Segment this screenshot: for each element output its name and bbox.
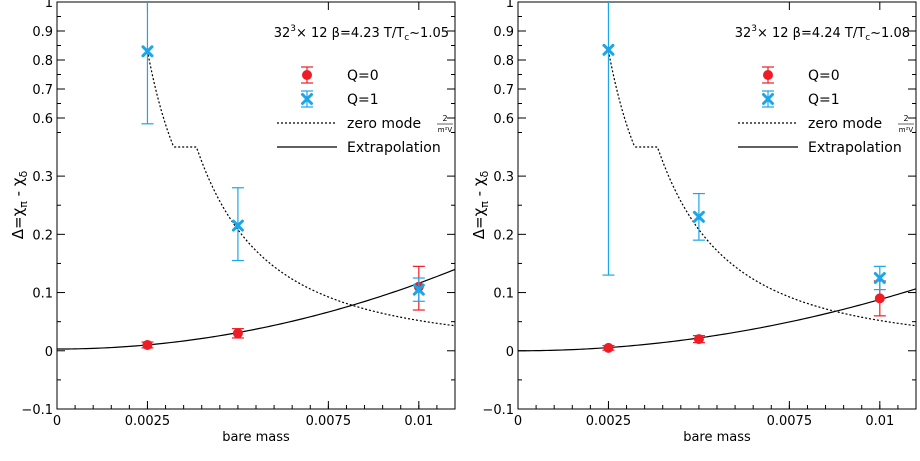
- extrapolation-curve: [518, 288, 916, 352]
- legend-frac-den: m²V: [899, 126, 914, 134]
- data-point-q1: [141, 45, 154, 58]
- y-tick-label: 0.3: [493, 170, 514, 185]
- chart-annotation: 323× 12 β=4.23 T/Tc~1.05: [274, 24, 449, 43]
- legend-label: Q=1: [347, 92, 379, 108]
- legend-cross: [762, 93, 774, 105]
- y-tick-label: 0.2: [493, 228, 514, 243]
- x-tick-label: 0.0025: [125, 414, 171, 429]
- legend-label: Q=0: [808, 68, 840, 84]
- legend-frac-num: 2: [903, 114, 908, 123]
- y-tick-label: 0.6: [32, 112, 53, 127]
- data-point-q0: [693, 334, 704, 345]
- data-point-q1: [231, 219, 244, 232]
- legend-label: Q=0: [347, 68, 379, 84]
- x-tick-label: 0: [514, 414, 522, 429]
- zero-mode-curve: [607, 50, 916, 327]
- y-tick-label: 0.3: [32, 170, 53, 185]
- y-tick-label: 0.6: [493, 112, 514, 127]
- data-point-q0: [603, 342, 614, 353]
- y-tick-label: 0.9: [493, 25, 514, 40]
- plot-area: [57, 2, 455, 350]
- x-tick-label: 0.0075: [767, 414, 813, 429]
- legend: Q=0 Q=1 zero mode 2 m²V Extrapolation: [738, 66, 914, 156]
- y-tick-label: 0.7: [32, 83, 53, 98]
- y-tick-label: 0.8: [32, 54, 53, 69]
- legend-label: Extrapolation: [347, 140, 441, 156]
- legend-frac-num: 2: [442, 114, 447, 123]
- chart-annotation: 323× 12 β=4.24 T/Tc~1.08: [735, 24, 910, 43]
- chart-panel-2: 0 0.0025 0.0075 0.01−0.100.10.20.30.60.70.8…: [470, 0, 917, 445]
- x-axis-label: bare mass: [683, 430, 751, 445]
- y-axis-label: Δ=χπ - χδ: [470, 170, 491, 239]
- y-tick-label: 0.9: [32, 25, 53, 40]
- legend-dot: [763, 70, 773, 80]
- x-tick-label: 0: [53, 414, 61, 429]
- plot-frame: [56, 1, 456, 410]
- x-tick-label: 0.01: [404, 414, 433, 429]
- chart-panel-1: 0 0.0025 0.0075 0.01−0.100.10.20.30.60.70.8…: [9, 0, 456, 445]
- data-point-q0: [874, 293, 885, 304]
- data-point-q0: [232, 328, 243, 339]
- extrapolation-curve: [57, 268, 455, 350]
- x-tick-label: 0.01: [865, 414, 894, 429]
- zero-mode-curve: [146, 50, 455, 327]
- legend-label: zero mode: [347, 116, 421, 132]
- y-tick-label: 1: [506, 0, 514, 11]
- data-point-q0: [142, 339, 153, 350]
- plot-area: [518, 2, 916, 353]
- y-tick-label: 0.2: [32, 228, 53, 243]
- y-tick-label: −0.1: [21, 403, 53, 418]
- x-tick-label: 0.0025: [586, 414, 632, 429]
- y-tick-label: −0.1: [482, 403, 514, 418]
- legend-label: Q=1: [808, 92, 840, 108]
- plot-frame: [517, 1, 917, 410]
- legend-label: zero mode: [808, 116, 882, 132]
- data-point-q1: [692, 210, 705, 223]
- y-tick-label: 0: [506, 345, 514, 360]
- y-tick-label: 0.7: [493, 83, 514, 98]
- legend-dot: [302, 70, 312, 80]
- y-tick-label: 1: [45, 0, 53, 11]
- y-tick-label: 0.1: [493, 287, 514, 302]
- y-tick-label: 0.8: [493, 54, 514, 69]
- legend-cross: [301, 93, 313, 105]
- y-axis-label: Δ=χπ - χδ: [9, 170, 30, 239]
- y-tick-label: 0: [45, 345, 53, 360]
- legend: Q=0 Q=1 zero mode 2 m²V Extrapolation: [277, 66, 453, 156]
- legend-label: Extrapolation: [808, 140, 902, 156]
- x-tick-label: 0.0075: [306, 414, 352, 429]
- data-point-q1: [412, 283, 425, 296]
- data-point-q1: [873, 272, 886, 284]
- y-tick-label: 0.1: [32, 287, 53, 302]
- x-axis-label: bare mass: [222, 430, 290, 445]
- data-point-q1: [602, 43, 615, 56]
- legend-frac-den: m²V: [438, 126, 453, 134]
